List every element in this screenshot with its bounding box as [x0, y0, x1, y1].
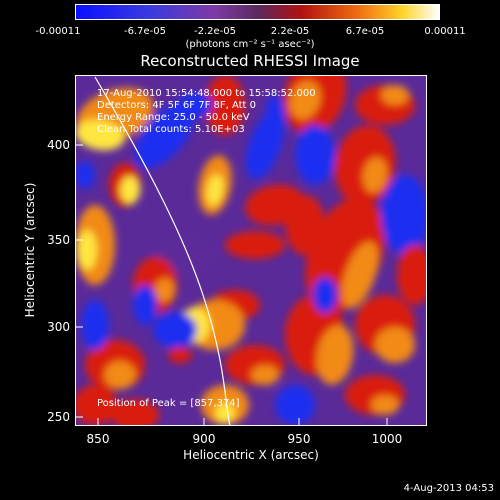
image-blob — [371, 395, 399, 415]
peak-position-label: Position of Peak = [857,374] — [97, 398, 240, 409]
image-blob — [81, 300, 109, 350]
image-blob — [362, 157, 388, 193]
image-blob — [251, 365, 279, 385]
datestamp: 4-Aug-2013 04:53 — [403, 483, 494, 494]
colorbar-tick: -0.00011 — [35, 26, 81, 37]
image-blob — [155, 278, 175, 302]
colorbar-tick: 6.7e-05 — [345, 26, 385, 37]
image-blob — [77, 230, 97, 270]
image-blob — [133, 285, 157, 325]
colorbar-tick: 2.2e-05 — [270, 26, 310, 37]
image-blob — [135, 101, 195, 169]
image-blob — [289, 80, 321, 120]
colorbar — [75, 4, 440, 20]
image-blob — [75, 385, 117, 425]
x-tick-label: 900 — [192, 432, 216, 446]
image-blob — [168, 347, 192, 363]
image-blob — [153, 312, 197, 348]
clean-counts-label: Clean Total counts: 5.10E+03 — [97, 124, 245, 135]
time-range-label: 17-Aug-2010 15:54:48.000 to 15:58:52.000 — [97, 88, 316, 99]
y-tick-label: 300 — [47, 320, 70, 334]
image-blob — [225, 231, 285, 259]
image-blob — [206, 174, 224, 206]
image-blob — [381, 85, 409, 105]
x-tick-label: 850 — [86, 432, 110, 446]
image-blob — [205, 75, 245, 135]
y-tick-label: 350 — [47, 233, 70, 247]
y-tick-label: 250 — [47, 410, 70, 424]
image-title: Reconstructed RHESSI Image — [140, 52, 360, 70]
image-blob — [275, 385, 315, 425]
image-blob — [295, 125, 335, 185]
image-blob — [265, 95, 285, 135]
image-blob — [316, 325, 354, 385]
image-blob — [313, 277, 337, 313]
colorbar-tick: -6.7e-05 — [124, 26, 166, 37]
image-blob — [120, 176, 140, 204]
image-blob — [104, 361, 136, 389]
image-blob — [177, 93, 213, 117]
image-blob — [75, 161, 95, 189]
y-tick-label: 400 — [47, 138, 70, 152]
colorbar-tick: 0.00011 — [424, 26, 466, 37]
x-tick-label: 950 — [287, 432, 311, 446]
image-blob — [111, 399, 159, 426]
image-blob — [215, 403, 235, 423]
x-axis-label: Heliocentric X (arcsec) — [183, 448, 319, 462]
image-blob — [375, 327, 415, 363]
detectors-label: Detectors: 4F 5F 6F 7F 8F, Att 0 — [97, 100, 257, 111]
rhessi-image — [75, 75, 427, 426]
energy-range-label: Energy Range: 25.0 - 50.0 keV — [97, 112, 250, 123]
image-blob — [75, 119, 125, 151]
y-axis-label: Heliocentric Y (arcsec) — [23, 182, 37, 318]
image-blob — [341, 241, 379, 309]
x-tick-label: 1000 — [371, 432, 403, 446]
colorbar-tick: -2.2e-05 — [194, 26, 236, 37]
image-blob — [397, 245, 427, 305]
colorbar-units: (photons cm⁻² s⁻¹ asec⁻²) — [185, 39, 315, 50]
image-blob — [381, 175, 427, 255]
